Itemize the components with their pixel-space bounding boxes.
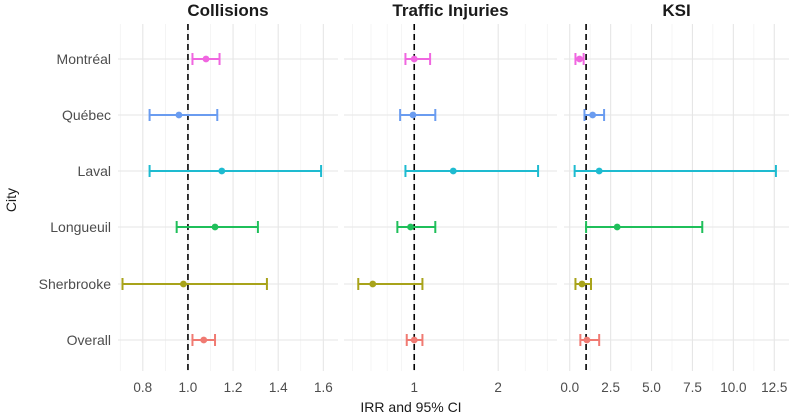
errorbar-laval (404, 165, 540, 177)
point-laval (449, 167, 457, 175)
panel-background (344, 24, 557, 371)
x-tick-label: 0.0 (560, 380, 579, 395)
x-tick-label: 1.0 (179, 380, 198, 395)
point-quebec (409, 111, 417, 119)
x-tick-label: 5.0 (642, 380, 661, 395)
point-laval (595, 167, 603, 175)
errorbar-montreal (404, 53, 432, 65)
x-tick-label: 1.2 (224, 380, 243, 395)
point-overall (583, 336, 591, 344)
point-laval (218, 167, 226, 175)
errorbar-longueuil (585, 221, 704, 233)
y-tick-label-overall: Overall (67, 332, 111, 348)
y-tick-label-quebec: Québec (62, 107, 111, 123)
point-montreal (410, 55, 418, 63)
point-overall (200, 336, 208, 344)
x-tick-label: 10.0 (720, 380, 746, 395)
y-tick-label-longueuil: Longueuil (50, 219, 111, 235)
panel-background (118, 24, 338, 371)
errorbar-laval (148, 165, 323, 177)
point-sherbrooke (578, 280, 586, 288)
x-tick-label: 2 (494, 380, 502, 395)
point-montreal (202, 55, 210, 63)
y-axis-labels: Montréal Québec Laval Longueuil Sherbrooke Ov… (39, 51, 112, 348)
panel-background (564, 24, 789, 371)
point-overall (410, 336, 418, 344)
point-montreal (576, 55, 583, 63)
point-quebec (175, 111, 183, 119)
panel-title: Collisions (187, 1, 268, 20)
point-sherbrooke (180, 280, 187, 288)
panel-title: KSI (662, 1, 690, 20)
x-tick-label: 1 (410, 380, 418, 395)
x-axis-title: IRR and 95% CI (360, 399, 461, 415)
errorbar-laval (573, 165, 777, 177)
y-axis-title: City (3, 188, 19, 212)
panel-collisions: 0.8 1.0 1.2 1.4 1.6 Collisions (118, 1, 338, 395)
point-longueuil (407, 223, 414, 231)
y-tick-label-laval: Laval (78, 163, 111, 179)
errorbar-quebec (148, 109, 219, 121)
panel-ksi: 0.0 2.5 5.0 7.5 10.0 12.5 KSI (560, 1, 789, 395)
panel-traffic-injuries: 1 2 Traffic Injuries (344, 1, 557, 395)
x-tick-label: 2.5 (601, 380, 620, 395)
x-tick-label: 12.5 (761, 380, 787, 395)
point-longueuil (211, 223, 219, 231)
x-tick-label: 1.4 (269, 380, 288, 395)
errorbar-sherbrooke (357, 278, 424, 290)
x-tick-label: 1.6 (314, 380, 333, 395)
y-tick-label-sherbrooke: Sherbrooke (39, 276, 112, 292)
errorbar-sherbrooke (121, 278, 268, 290)
panel-title: Traffic Injuries (392, 1, 508, 20)
x-tick-label: 7.5 (683, 380, 702, 395)
point-longueuil (613, 223, 621, 231)
point-sherbrooke (369, 280, 377, 288)
x-tick-label: 0.8 (133, 380, 152, 395)
y-tick-label-montreal: Montréal (57, 51, 111, 67)
point-quebec (589, 111, 597, 119)
errorbar-longueuil (396, 221, 437, 233)
errorbar-quebec (399, 109, 437, 121)
